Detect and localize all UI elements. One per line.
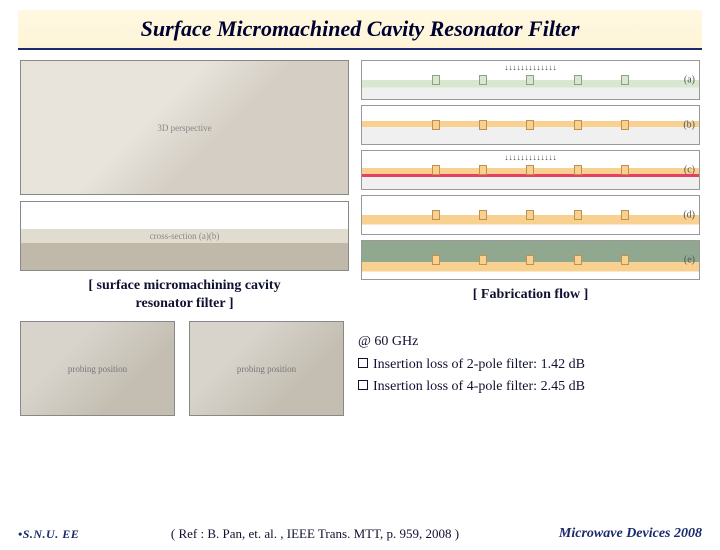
results-text: @ 60 GHz Insertion loss of 2-pole filter…	[358, 321, 700, 416]
bullet-text: Insertion loss of 4-pole filter: 2.45 dB	[373, 376, 585, 398]
fab-stage-b: (b)	[361, 105, 700, 145]
stage-label: (c)	[684, 165, 695, 176]
bullet-1: Insertion loss of 2-pole filter: 1.42 dB	[358, 354, 700, 376]
affiliation: •S.N.U. EE	[18, 527, 128, 542]
left-column: 3D perspective cross-section (a)(b) [ su…	[20, 60, 349, 313]
figure-placeholder-label: cross-section (a)(b)	[150, 231, 220, 241]
stage-label: (e)	[684, 255, 695, 266]
fab-stage-c: ↓↓↓↓↓↓↓↓↓↓↓↓↓ (c)	[361, 150, 700, 190]
bullet-text: Insertion loss of 2-pole filter: 1.42 dB	[373, 354, 585, 376]
right-caption: [ Fabrication flow ]	[361, 286, 700, 304]
title-bar: Surface Micromachined Cavity Resonator F…	[18, 10, 702, 50]
figure-placeholder-label: 3D perspective	[157, 123, 211, 133]
right-column: ↓↓↓↓↓↓↓↓↓↓↓↓↓ (a) (b) ↓↓↓↓↓↓↓↓↓↓↓↓↓ (c) …	[361, 60, 700, 313]
fab-stage-d: (d)	[361, 195, 700, 235]
at-freq: @ 60 GHz	[358, 331, 418, 353]
uv-arrows-icon: ↓↓↓↓↓↓↓↓↓↓↓↓↓	[396, 153, 666, 162]
figure-3d-resonator: 3D perspective	[20, 60, 349, 195]
pillar-row	[413, 120, 649, 129]
fab-stage-a: ↓↓↓↓↓↓↓↓↓↓↓↓↓ (a)	[361, 60, 700, 100]
uv-arrows-icon: ↓↓↓↓↓↓↓↓↓↓↓↓↓	[396, 63, 666, 72]
bullet-2: Insertion loss of 4-pole filter: 2.45 dB	[358, 376, 700, 398]
stage-label: (a)	[684, 75, 695, 86]
pillar-row	[413, 165, 649, 174]
pillar-row	[413, 210, 649, 219]
page-title: Surface Micromachined Cavity Resonator F…	[18, 16, 702, 42]
figure-cross-section: cross-section (a)(b)	[20, 201, 349, 271]
figure-probe-2: probing position	[189, 321, 344, 416]
bullet-box-icon	[358, 380, 368, 390]
bullet-box-icon	[358, 358, 368, 368]
main-content: 3D perspective cross-section (a)(b) [ su…	[0, 50, 720, 313]
freq-line: @ 60 GHz	[358, 331, 700, 353]
stage-label: (b)	[683, 120, 695, 131]
figure-placeholder-label: probing position	[237, 364, 296, 374]
pillar-row	[413, 255, 649, 264]
left-caption: [ surface micromachining cavity resonato…	[20, 277, 349, 313]
fab-stage-e: (e)	[361, 240, 700, 280]
stage-label: (d)	[683, 210, 695, 221]
pillar-row	[413, 75, 649, 84]
mid-row: probing position probing position @ 60 G…	[0, 313, 720, 416]
figure-probe-1: probing position	[20, 321, 175, 416]
figure-placeholder-label: probing position	[68, 364, 127, 374]
